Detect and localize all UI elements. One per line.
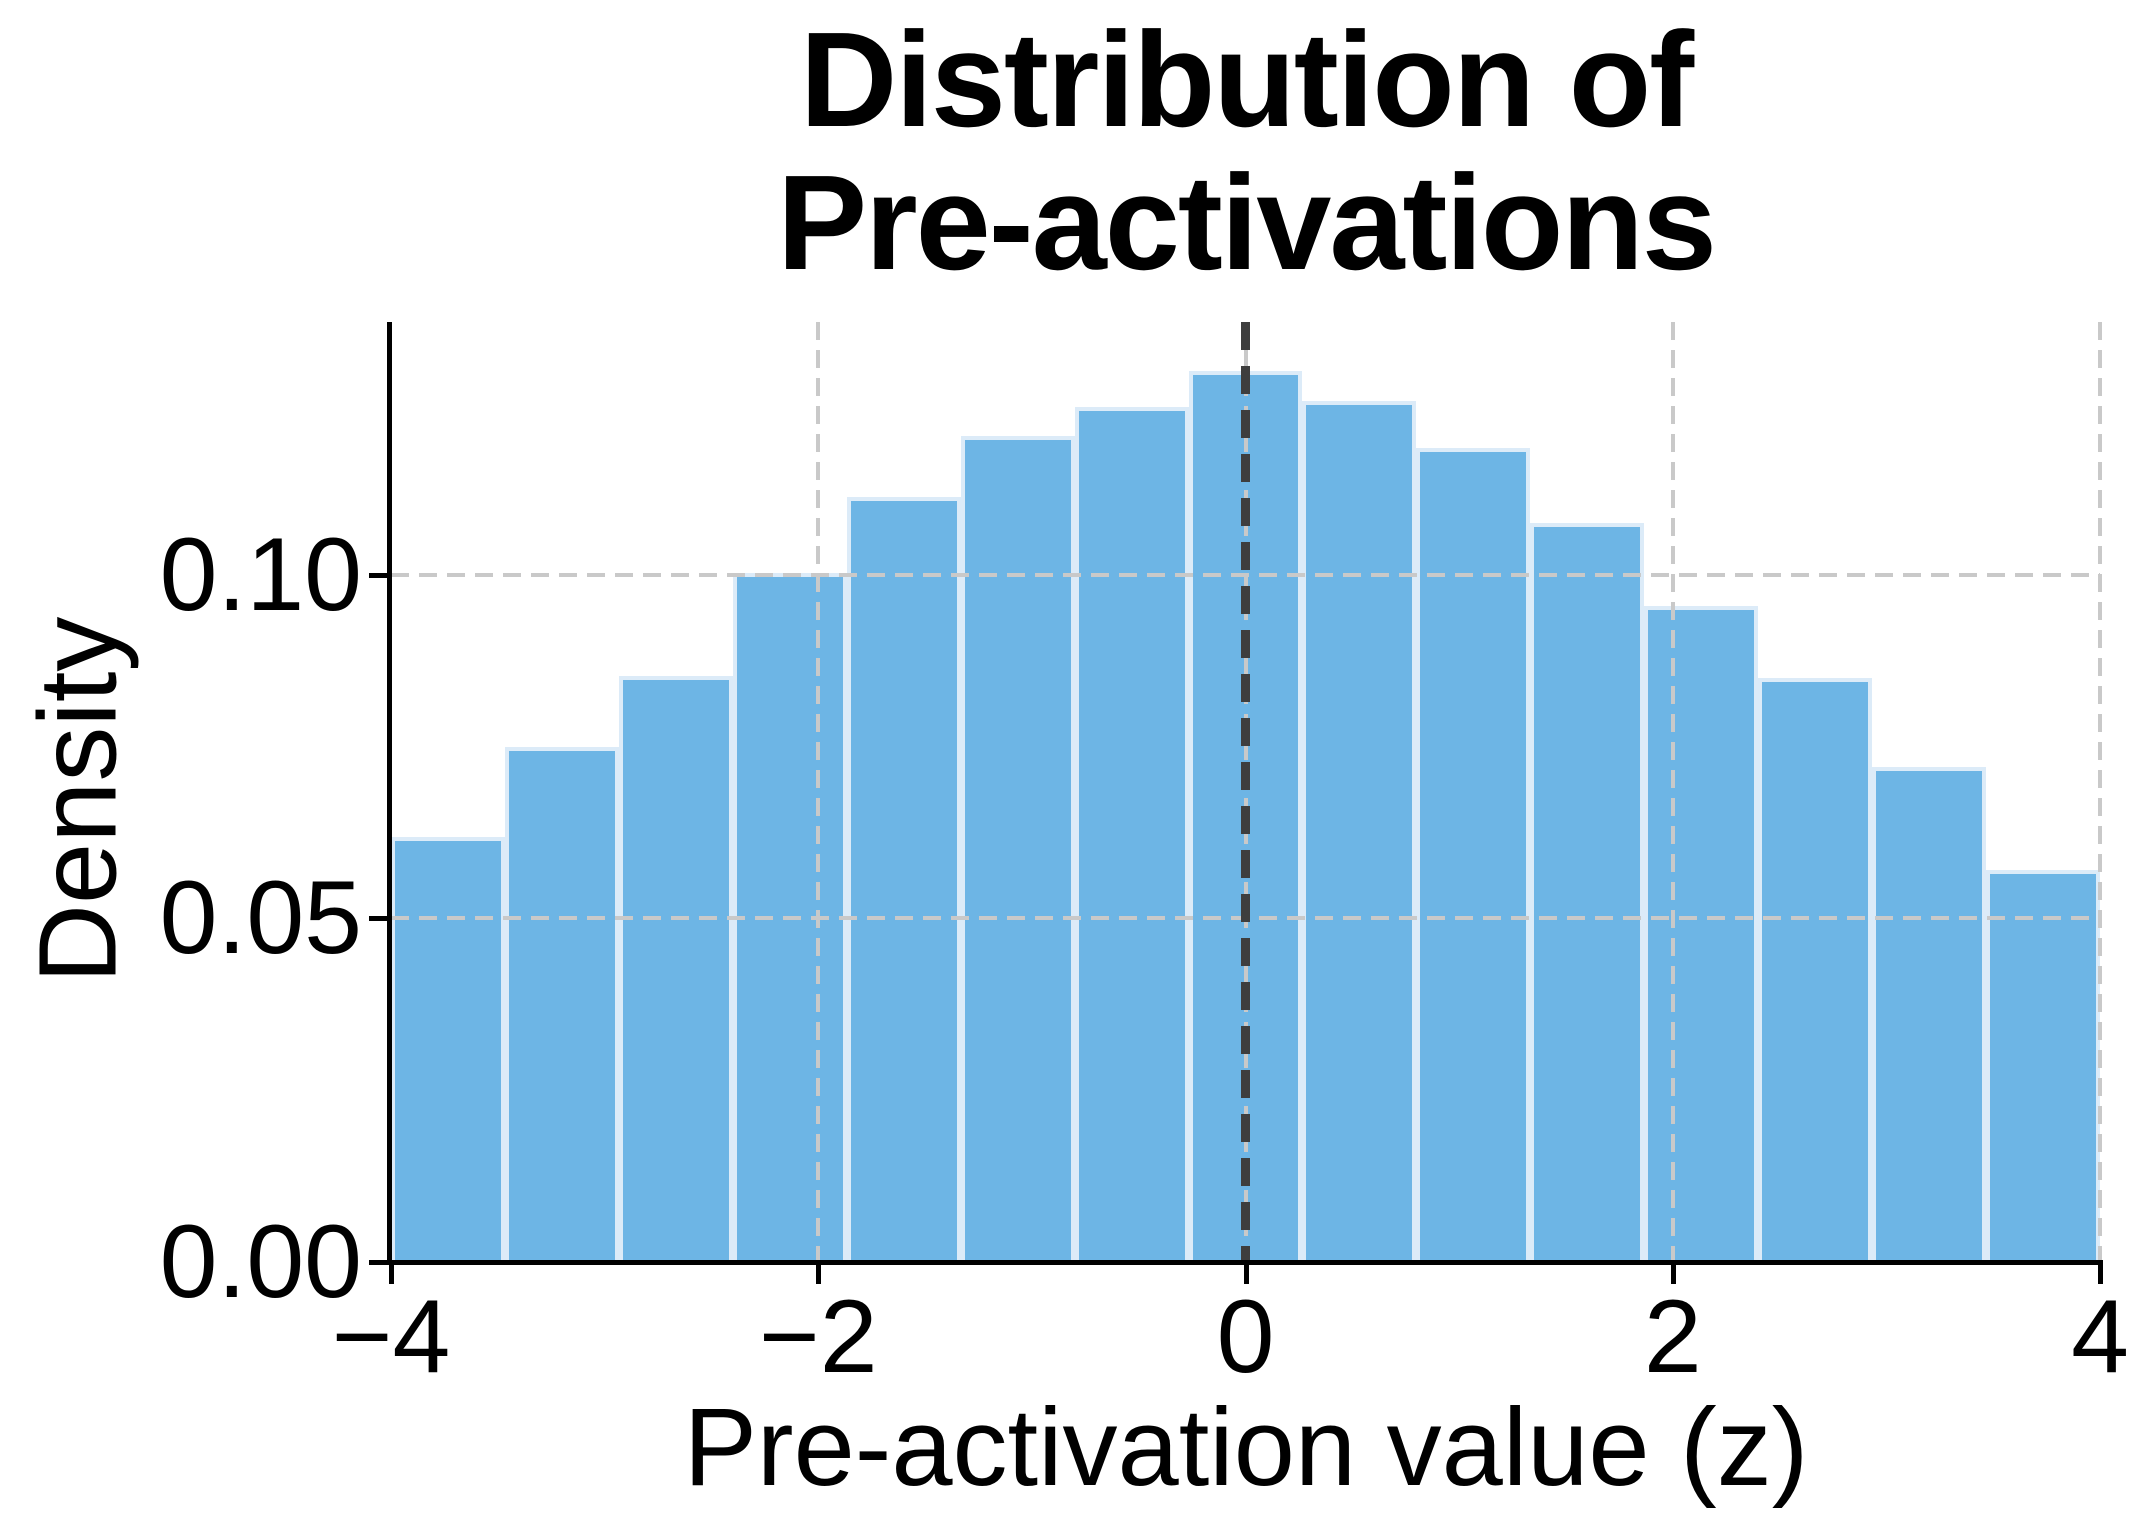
histogram-bar <box>504 746 619 1262</box>
y-tick-label: 0.10 <box>159 516 362 633</box>
histogram-bar <box>1074 406 1189 1262</box>
histogram-bar <box>1872 767 1987 1262</box>
x-tick-mark <box>1243 1265 1249 1284</box>
histogram-bar <box>1302 401 1417 1262</box>
histogram-bar <box>391 836 505 1262</box>
x-axis-label: Pre-activation value (z) <box>683 1386 1809 1509</box>
y-tick-mark <box>369 572 388 578</box>
gridline-vertical <box>1670 322 1675 1262</box>
chart-title-line2: Pre-activations <box>777 147 1717 299</box>
histogram-bar <box>1416 448 1531 1262</box>
chart-title-line1: Distribution of <box>799 4 1694 155</box>
y-tick-label: 0.05 <box>159 860 362 977</box>
x-axis-spine <box>385 1260 2103 1265</box>
y-axis-spine <box>387 322 392 1265</box>
histogram-bar <box>846 497 961 1262</box>
x-tick-label: −4 <box>331 1279 451 1395</box>
histogram-bar <box>1986 869 2100 1262</box>
chart-title: Distribution of Pre-activations <box>777 4 1717 299</box>
y-tick-label: 0.00 <box>159 1204 362 1320</box>
x-tick-label: 2 <box>1643 1279 1702 1395</box>
histogram-bar <box>960 436 1075 1262</box>
x-tick-label: −2 <box>758 1279 878 1395</box>
y-tick-mark <box>369 1260 388 1265</box>
gridline-vertical <box>816 322 821 1262</box>
y-tick-mark <box>369 916 388 922</box>
x-tick-mark <box>2098 1265 2103 1284</box>
x-tick-label: 0 <box>1216 1279 1275 1395</box>
x-tick-label: 4 <box>2071 1279 2129 1395</box>
gridline-vertical <box>2098 322 2102 1262</box>
x-tick-mark <box>816 1265 822 1284</box>
histogram-bar <box>1644 605 1759 1262</box>
zero-reference-line <box>1241 322 1250 1262</box>
histogram-bar <box>1758 677 1873 1262</box>
histogram-bar <box>1530 522 1645 1262</box>
x-tick-mark <box>389 1265 394 1284</box>
histogram-bar <box>618 675 733 1262</box>
x-tick-mark <box>1670 1265 1676 1284</box>
